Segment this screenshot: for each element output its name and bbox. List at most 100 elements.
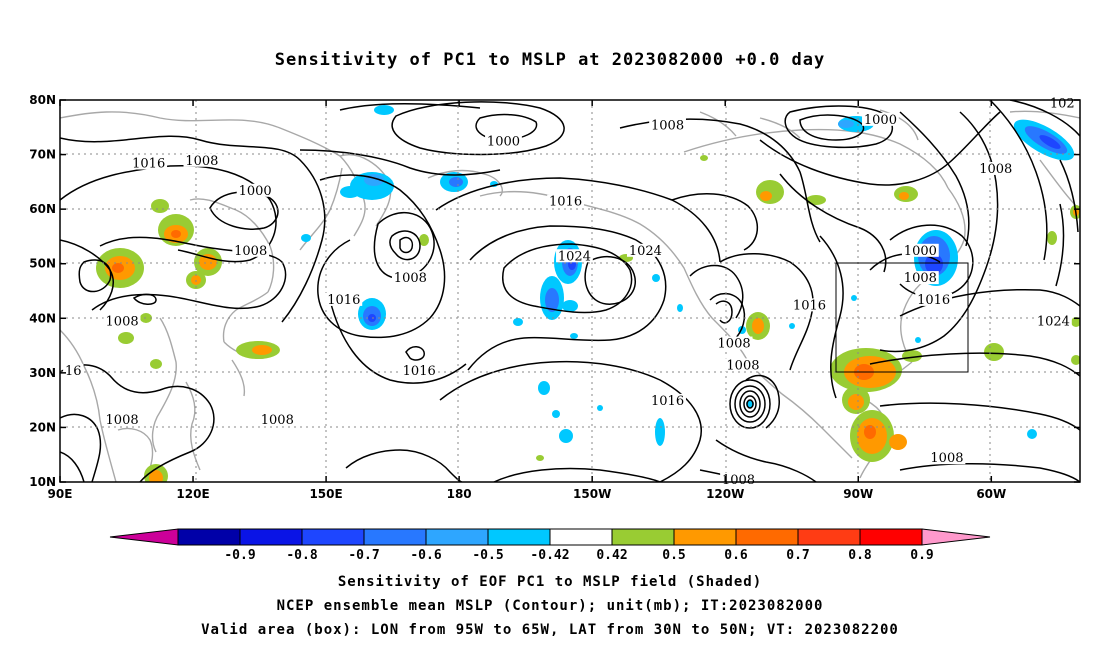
colorbar-swatch xyxy=(735,528,799,546)
contour-label-bg xyxy=(63,363,84,377)
contour-label-bg xyxy=(103,412,141,426)
contour-label: 1016 xyxy=(327,293,360,308)
contour-label: 1016 xyxy=(132,156,165,171)
contour-label: 1008 xyxy=(106,413,139,428)
contour-label: 1008 xyxy=(722,473,755,488)
contour-label: 102 xyxy=(1050,96,1075,111)
colorbar-swatch xyxy=(177,528,241,546)
contour-label: 1024 xyxy=(629,244,662,259)
lon-label: 120E xyxy=(176,487,209,501)
lon-label: 60W xyxy=(976,487,1006,501)
contour-label: 1016 xyxy=(403,364,436,379)
lat-label: 40N xyxy=(29,311,56,325)
contour-label-bg xyxy=(236,183,274,197)
contour-label-bg xyxy=(391,271,429,285)
contour-label: 1016 xyxy=(651,394,684,409)
contour-label-bg xyxy=(183,153,221,167)
colorbar: -0.9 -0.8 -0.7 -0.6 -0.5 -0.42 0.42 0.5 0.6 0.7 0.… xyxy=(109,528,991,563)
lon-label: 90E xyxy=(48,487,73,501)
lon-label: 120W xyxy=(706,487,744,501)
colorbar-tick-label: -0.5 xyxy=(472,548,503,563)
lat-label: 50N xyxy=(29,257,56,271)
contour-label: 1024 xyxy=(558,249,591,264)
colorbar-tick-label: 0.9 xyxy=(910,548,933,563)
lat-label: 60N xyxy=(29,202,56,216)
contour-label-bg xyxy=(1034,314,1072,328)
lon-label: 150W xyxy=(573,487,611,501)
contour-label: 1008 xyxy=(718,337,751,352)
contour-label-bg xyxy=(977,161,1015,175)
contour-label-bg xyxy=(556,249,593,263)
colorbar-low-triangle xyxy=(109,528,179,546)
contour-label: 1008 xyxy=(930,451,963,466)
contour-label: 1008 xyxy=(394,271,427,286)
colorbar-tick-label: 0.6 xyxy=(724,548,748,563)
lat-label: 10N xyxy=(29,475,56,489)
contour-label-bg xyxy=(130,156,168,170)
contour-label: 1008 xyxy=(726,358,759,373)
colorbar-swatch xyxy=(797,528,861,546)
contour-label-bg xyxy=(915,292,953,306)
contour-label: 1008 xyxy=(261,413,294,428)
colorbar-swatch xyxy=(611,528,675,546)
contour-label: 16 xyxy=(65,364,82,379)
map-title: Sensitivity of PC1 to MSLP at 2023082000… xyxy=(274,50,826,70)
map-frame xyxy=(59,99,1081,483)
contour-label-bg xyxy=(325,292,363,306)
contour-label: 1000 xyxy=(239,184,272,199)
valid-area-box xyxy=(835,262,969,373)
contour-label: 1008 xyxy=(185,154,218,169)
colorbar-tick-label: 0.7 xyxy=(786,548,809,563)
contour-labels: 1016 1008 1000 1008 1008 16 1008 1008 1016 1008 10… xyxy=(63,96,1077,488)
colorbar-tick-label: 0.5 xyxy=(662,548,685,563)
colorbar-swatch xyxy=(363,528,427,546)
lon-label: 180 xyxy=(447,487,472,501)
caption-line-2: NCEP ensemble mean MSLP (Contour); unit(… xyxy=(276,598,824,614)
contour-label: 1024 xyxy=(1037,315,1070,330)
contour-label-bg xyxy=(258,412,296,426)
lat-label: 70N xyxy=(29,148,56,162)
contour-label-bg xyxy=(400,363,438,377)
contour-label: 1008 xyxy=(106,315,139,330)
colorbar-swatch xyxy=(487,528,551,546)
colorbar-tick-label: -0.7 xyxy=(348,548,379,563)
contour-label: 1008 xyxy=(234,244,267,259)
caption-line-3: Valid area (box): LON from 95W to 65W, L… xyxy=(201,622,899,638)
map-axes: 90E 120E 150E 180 150W 120W 90W 60W 80N 70N 60N 50N… xyxy=(29,93,1080,501)
contour-label: 1008 xyxy=(904,271,937,286)
contour-label-bg xyxy=(485,134,522,148)
contour-label-bg xyxy=(724,358,762,372)
contour-label: 1016 xyxy=(549,195,582,210)
contour-label: 1000 xyxy=(487,135,520,150)
contour-label-bg xyxy=(901,271,939,285)
lat-label: 20N xyxy=(29,420,56,434)
colorbar-tick-label: 0.42 xyxy=(596,548,627,563)
lon-label: 150E xyxy=(309,487,342,501)
colorbar-tick-label: -0.42 xyxy=(530,548,569,563)
caption-line-1: Sensitivity of EOF PC1 to MSLP field (Sh… xyxy=(337,574,763,590)
contour-label: 1016 xyxy=(917,293,950,308)
contour-label: 1008 xyxy=(651,118,684,133)
colorbar-swatch xyxy=(549,528,613,546)
colorbar-tick-label: -0.6 xyxy=(410,548,441,563)
colorbar-tick-label: -0.8 xyxy=(286,548,317,563)
contour-label-bg xyxy=(862,112,899,126)
colorbar-swatch xyxy=(859,528,923,546)
contour-label-bg xyxy=(649,118,686,132)
colorbar-swatch xyxy=(673,528,737,546)
contour-label-bg xyxy=(791,298,828,312)
contour-label: 1016 xyxy=(793,298,826,313)
lat-label: 80N xyxy=(29,93,56,107)
contour-label-bg xyxy=(901,243,939,257)
mslp-contours xyxy=(60,100,1080,482)
lat-label: 30N xyxy=(29,366,56,380)
contour-label-bg xyxy=(928,451,966,465)
colorbar-swatch xyxy=(301,528,365,546)
colorbar-swatch xyxy=(425,528,489,546)
contour-label: 1008 xyxy=(979,162,1012,177)
contour-label-bg xyxy=(626,243,664,257)
colorbar-tick-label: 0.8 xyxy=(848,548,872,563)
colorbar-high-triangle xyxy=(921,528,991,546)
lon-label: 90W xyxy=(843,487,873,501)
